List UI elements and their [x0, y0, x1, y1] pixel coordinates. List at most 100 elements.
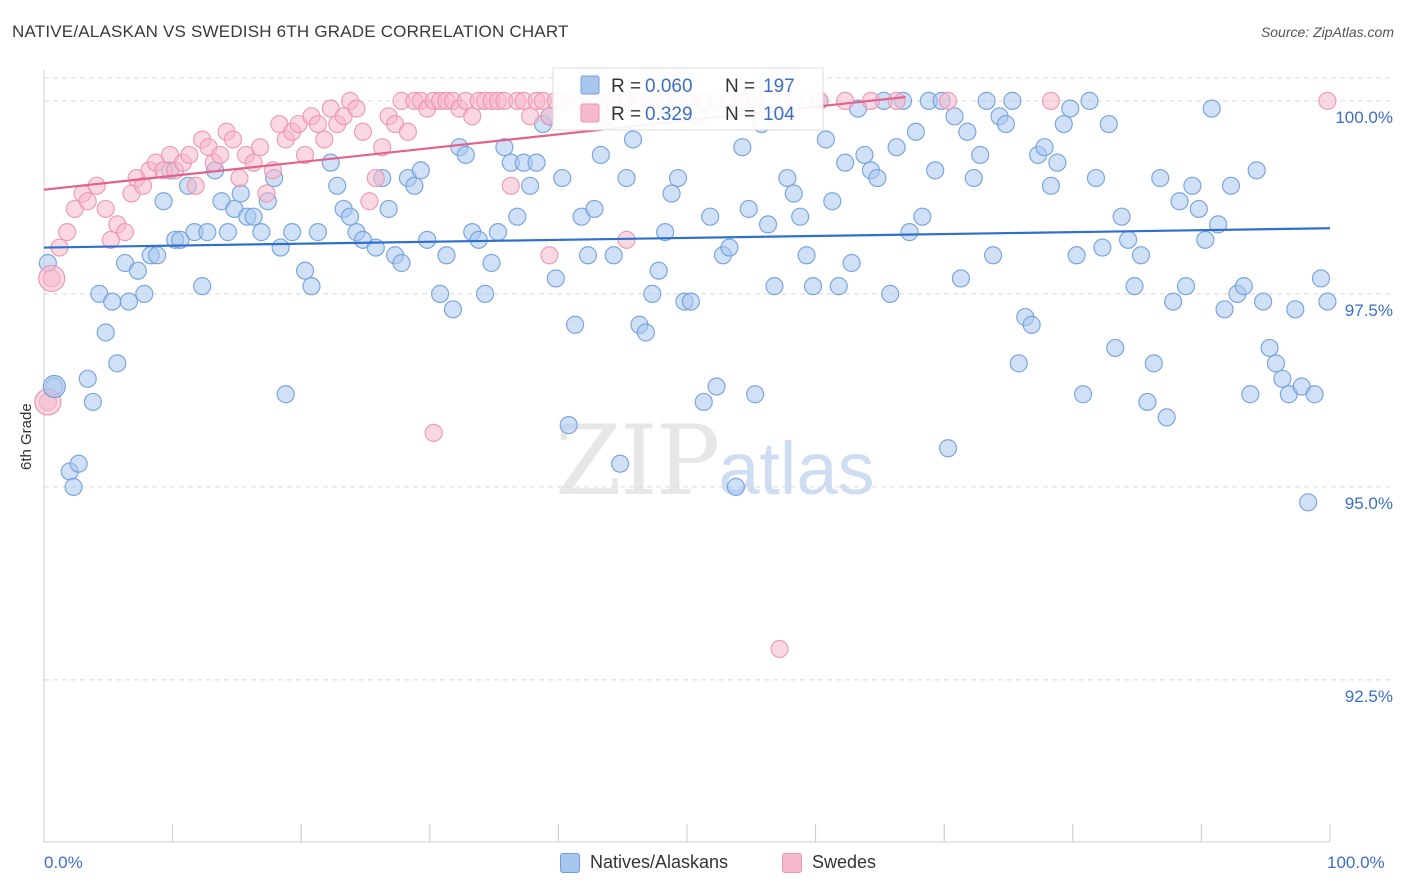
- point-native: [1254, 292, 1273, 311]
- legend-item-natives[interactable]: Natives/Alaskans: [560, 852, 728, 873]
- point-native: [171, 230, 190, 249]
- legend-swatch-natives: [560, 852, 580, 873]
- point-native: [726, 477, 745, 496]
- point-native: [1093, 238, 1112, 257]
- point-native: [64, 477, 83, 496]
- point-native: [527, 153, 546, 172]
- point-native: [842, 253, 861, 273]
- x-tick-label-min: 0.0%: [44, 853, 83, 872]
- point-native: [1286, 300, 1305, 319]
- point-native: [1080, 91, 1099, 110]
- point-native: [1234, 277, 1253, 296]
- point-native: [1067, 246, 1086, 265]
- legend-r-value: 0.329: [645, 104, 693, 125]
- point-swede: [938, 91, 958, 110]
- legend-n-label: N =: [725, 76, 755, 97]
- point-native: [1247, 161, 1266, 180]
- point-native: [508, 207, 527, 226]
- point-native: [69, 454, 88, 473]
- point-swede: [398, 122, 418, 141]
- point-native: [405, 176, 424, 195]
- point-swede: [424, 423, 443, 442]
- point-swede: [540, 246, 559, 265]
- point-native: [881, 284, 900, 303]
- point-swede: [373, 138, 392, 157]
- point-native: [945, 107, 964, 126]
- point-native: [829, 277, 848, 296]
- point-native: [83, 392, 102, 412]
- point-native: [746, 385, 765, 404]
- point-native: [553, 168, 572, 188]
- point-native: [198, 223, 217, 242]
- point-native: [778, 168, 797, 188]
- point-native: [983, 246, 1003, 265]
- point-native: [868, 168, 887, 188]
- point-native: [958, 122, 977, 141]
- point-native: [1151, 168, 1170, 188]
- point-native: [1318, 292, 1337, 311]
- y-tick-label: 92.5%: [1345, 687, 1393, 706]
- point-native: [1144, 354, 1163, 373]
- point-native: [546, 269, 565, 288]
- watermark: ZIPatlas: [555, 405, 875, 517]
- point-swede: [1318, 91, 1337, 110]
- point-native: [321, 153, 340, 172]
- point-native: [1273, 369, 1292, 388]
- point-native: [418, 230, 437, 249]
- legend-label-swedes: Swedes: [812, 852, 877, 872]
- point-native: [636, 323, 655, 342]
- point-swede: [87, 176, 106, 195]
- legend-item-swedes[interactable]: Swedes: [782, 852, 876, 873]
- point-native: [585, 199, 604, 219]
- point-native: [456, 145, 475, 165]
- point-swede: [180, 145, 199, 165]
- point-native: [559, 416, 578, 435]
- point-native: [977, 91, 996, 110]
- point-native: [1125, 277, 1144, 296]
- point-native: [244, 207, 263, 226]
- point-native: [495, 138, 514, 157]
- point-native: [411, 161, 430, 180]
- point-native: [797, 246, 816, 265]
- point-swede: [360, 192, 379, 211]
- point-native: [1260, 338, 1279, 358]
- legend-r-value: 0.060: [645, 76, 693, 97]
- point-native: [739, 199, 758, 219]
- point-native: [443, 300, 463, 319]
- point-native: [816, 130, 835, 149]
- legend-top-swatch: [580, 103, 600, 123]
- point-swede: [366, 168, 385, 188]
- point-native: [938, 439, 958, 458]
- point-native: [578, 246, 598, 265]
- point-native: [758, 215, 778, 234]
- point-native: [193, 277, 212, 296]
- point-native: [906, 122, 926, 141]
- point-native: [295, 261, 315, 280]
- point-swede: [230, 168, 249, 188]
- point-native: [271, 238, 290, 257]
- point-native: [1305, 385, 1324, 404]
- point-native: [701, 207, 720, 226]
- point-swede: [836, 91, 855, 110]
- point-native: [1221, 176, 1241, 195]
- point-swede: [133, 176, 153, 195]
- point-native: [103, 292, 122, 311]
- point-native: [681, 292, 700, 311]
- point-native: [971, 145, 990, 165]
- point-swede: [770, 639, 789, 659]
- legend-n-value: 197: [763, 76, 795, 97]
- point-native: [623, 130, 643, 149]
- watermark-zip: ZIP: [555, 405, 720, 517]
- point-native: [328, 176, 347, 195]
- point-native: [218, 223, 237, 242]
- point-native: [784, 184, 803, 203]
- point-swede: [257, 184, 276, 203]
- legend-n-label: N =: [725, 104, 755, 125]
- point-native: [1311, 269, 1331, 288]
- legend-r-label: R =: [611, 104, 641, 125]
- point-swede: [887, 91, 906, 110]
- point-native: [1054, 114, 1073, 134]
- point-native: [951, 269, 971, 288]
- point-native: [707, 377, 726, 396]
- point-swede: [347, 99, 366, 118]
